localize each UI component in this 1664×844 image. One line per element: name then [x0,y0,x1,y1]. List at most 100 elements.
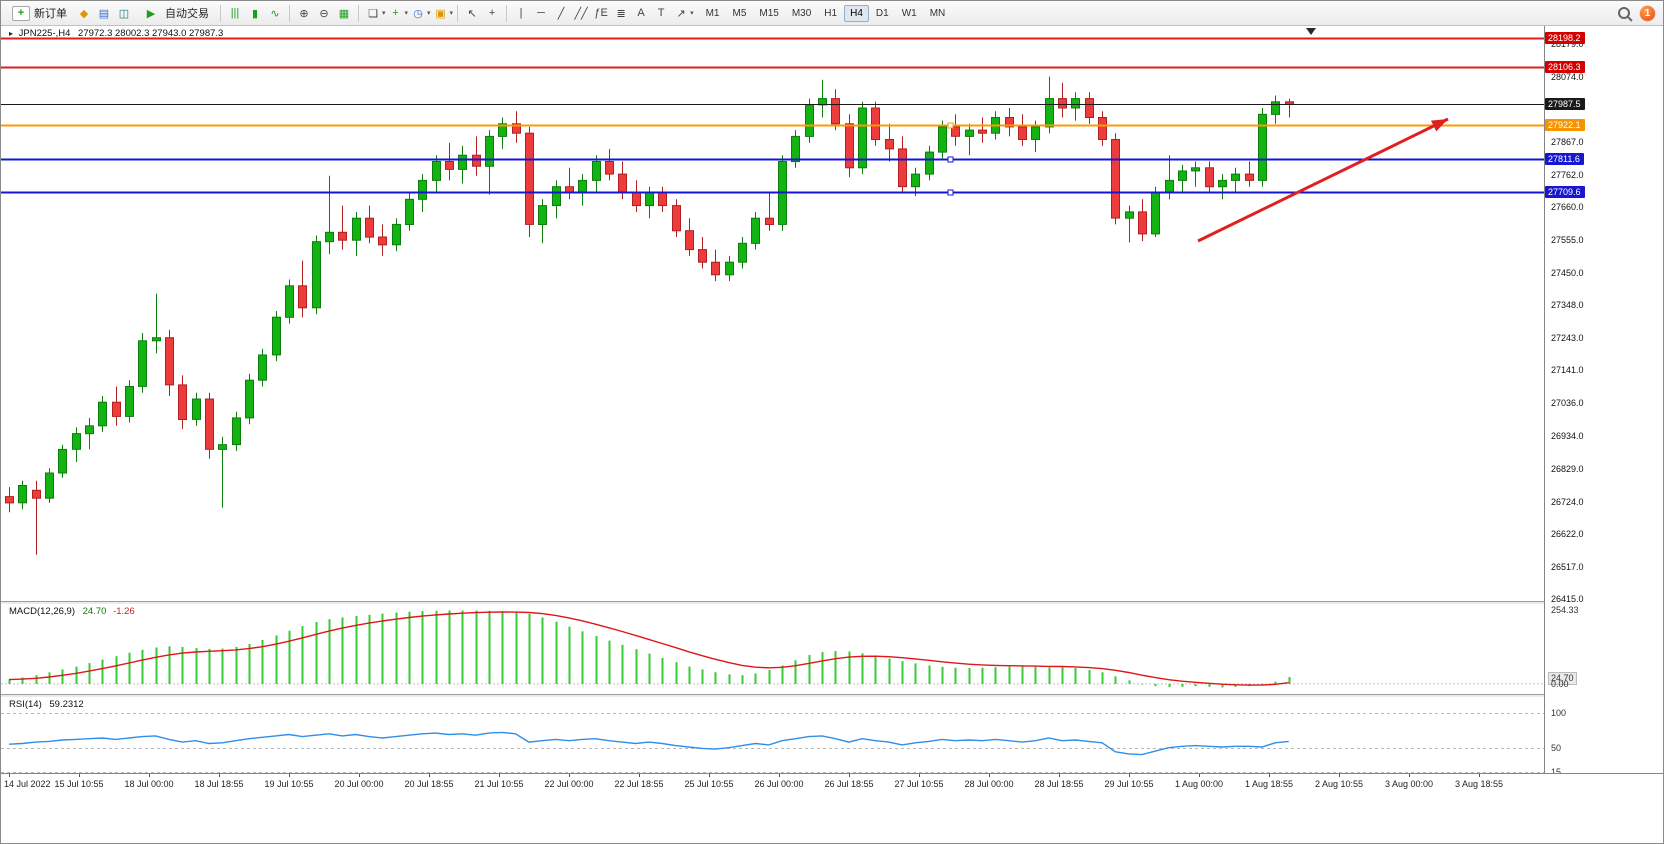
time-axis-tick [289,774,290,777]
time-axis-label: 2 Aug 10:55 [1314,779,1364,789]
indicators-icon[interactable]: + [392,7,399,19]
time-axis-tick [919,774,920,777]
price-gridline-label: 26517.0 [1551,561,1584,572]
time-axis-tick [989,774,990,777]
time-axis-tick [779,774,780,777]
periods-icon[interactable]: ◷ [413,7,423,20]
vertical-line-icon[interactable]: | [519,7,523,19]
shapes-icon[interactable]: ↗ [676,7,686,20]
rsi-svg[interactable] [1,696,1664,773]
time-axis-label: 26 Jul 18:55 [824,779,874,789]
price-gridline-label: 27867.0 [1551,137,1584,148]
navigator-icon[interactable]: ◫ [118,7,130,20]
fibonacci-icon[interactable]: ƒE [594,7,608,19]
toolbar: + 新订单 ◆ ▤ ◫ ▶ 自动交易 ||| ▮ ∿ ⊕ ⊖ ▦ ❏ ▾ + ▾ ◷… [1,1,1663,26]
time-axis-label: 29 Jul 10:55 [1104,779,1154,789]
rsi-value: 59.2312 [49,699,84,710]
line-chart-icon[interactable]: ∿ [270,7,280,20]
macd-panel[interactable]: MACD(12,26,9) 24.70 -1.26 [1,603,1664,694]
cursor-icon[interactable]: ↖ [467,7,477,20]
template-icon[interactable]: ▣ [435,7,446,20]
time-axis-tick [709,774,710,777]
time-axis-label: 18 Jul 00:00 [124,779,174,789]
price-scale[interactable]: 28179.0 28074.0 27867.0 27762.0 27660.0 27555… [1544,25,1663,777]
time-axis-tick [219,774,220,777]
price-gridline-label: 27348.0 [1551,300,1584,311]
price-gridline-label: 27243.0 [1551,333,1584,344]
profile-icon[interactable]: ◆ [79,7,89,20]
toolbar-separator [506,4,508,22]
template-dropdown-icon[interactable]: ▾ [449,10,454,17]
price-gridline-label: 28179.0 [1551,38,1584,49]
timeframe-m15[interactable]: M15 [759,7,779,19]
auto-trading-play-icon: ▶ [146,7,156,20]
price-gridline-label: 26622.0 [1551,528,1584,539]
shapes-dropdown-icon[interactable]: ▾ [690,10,694,17]
market-watch-icon[interactable]: ▤ [98,7,110,20]
indicators-dropdown-icon[interactable]: ▾ [404,10,409,17]
price-gridline-label: 26934.0 [1551,430,1584,441]
search-icon[interactable] [1618,7,1630,19]
timeframe-d1[interactable]: D1 [875,7,889,19]
time-axis-label: 26 Jul 00:00 [754,779,804,789]
price-gridline-label: 27555.0 [1551,235,1584,246]
trendline-icon[interactable]: ╱ [557,7,565,20]
macd-label: MACD(12,26,9) 24.70 -1.26 [9,606,135,617]
symbol-period-label: JPN225-,H4 [18,28,71,39]
main-chart-panel[interactable]: ▸ JPN225-,H4 27972.3 28002.3 27943.0 279… [1,25,1664,601]
time-axis-label: 20 Jul 00:00 [334,779,384,789]
time-axis-tick [9,774,10,777]
time-axis-tick [1269,774,1270,777]
time-axis-tick [1199,774,1200,777]
rsi-panel[interactable]: RSI(14) 59.2312 [1,696,1664,773]
time-axis-label: 22 Jul 18:55 [614,779,664,789]
price-gridline-label: 26829.0 [1551,463,1584,474]
label-icon[interactable]: T [657,7,665,19]
toolbar-separator [358,4,359,22]
time-axis-label: 28 Jul 00:00 [964,779,1014,789]
macd-scale-label: 254.33 [1551,605,1579,616]
bar-chart-icon[interactable]: ||| [230,7,240,19]
time-axis-label: 3 Aug 00:00 [1384,779,1434,789]
time-axis-tick [79,774,80,777]
timeframe-m1[interactable]: M1 [705,7,720,19]
auto-trading-button[interactable]: ▶ 自动交易 [134,2,216,24]
periods-dropdown-icon[interactable]: ▾ [427,10,431,17]
time-axis-tick [849,774,850,777]
rsi-level-label: 50 [1551,742,1562,753]
zoom-out-icon[interactable]: ⊖ [319,7,329,20]
timeframe-h4[interactable]: H4 [844,4,869,22]
price-gridline-label: 27450.0 [1551,268,1584,279]
macd-scale-label: 0.00 [1551,678,1569,689]
time-axis-tick [499,774,500,777]
objects-icon[interactable]: ≣ [616,7,626,20]
timeframe-w1[interactable]: W1 [901,7,917,19]
chart-info-line: ▸ JPN225-,H4 27972.3 28002.3 27943.0 279… [9,28,223,39]
grid-icon[interactable]: ▦ [338,7,350,20]
timeframe-m30[interactable]: M30 [791,7,812,19]
text-icon[interactable]: A [637,7,645,19]
panel-splitter[interactable] [1,601,1663,604]
timeframe-m5[interactable]: M5 [732,7,747,19]
zoom-in-icon[interactable]: ⊕ [299,7,309,20]
candlestick-chart-icon[interactable]: ▮ [251,7,259,20]
notification-badge[interactable]: 1 [1640,5,1655,21]
new-order-button[interactable]: + 新订单 [5,2,74,24]
price-gridline-label: 27762.0 [1551,170,1584,181]
level-price-label: 27811.6 [1545,153,1584,166]
macd-svg[interactable] [1,603,1664,694]
crosshair-icon[interactable]: + [488,7,496,19]
time-axis-label: 1 Aug 00:00 [1174,779,1224,789]
timeframe-mn[interactable]: MN [929,7,946,19]
ohlc-values: 27972.3 28002.3 27943.0 27987.3 [78,28,224,39]
timeframe-h1[interactable]: H1 [824,7,838,19]
panel-splitter[interactable] [1,694,1663,697]
windows-dropdown-icon[interactable]: ▾ [382,10,386,17]
horizontal-line-icon[interactable]: ─ [537,7,545,19]
channel-icon[interactable]: ╱╱ [574,7,588,20]
time-axis[interactable]: 14 Jul 2022 15 Jul 10:55 18 Jul 00:00 18 Ju… [1,773,1663,796]
time-axis-tick [639,774,640,777]
time-axis-label: 21 Jul 10:55 [474,779,524,789]
windows-icon[interactable]: ❏ [368,7,378,20]
main-chart-svg[interactable] [1,25,1664,601]
